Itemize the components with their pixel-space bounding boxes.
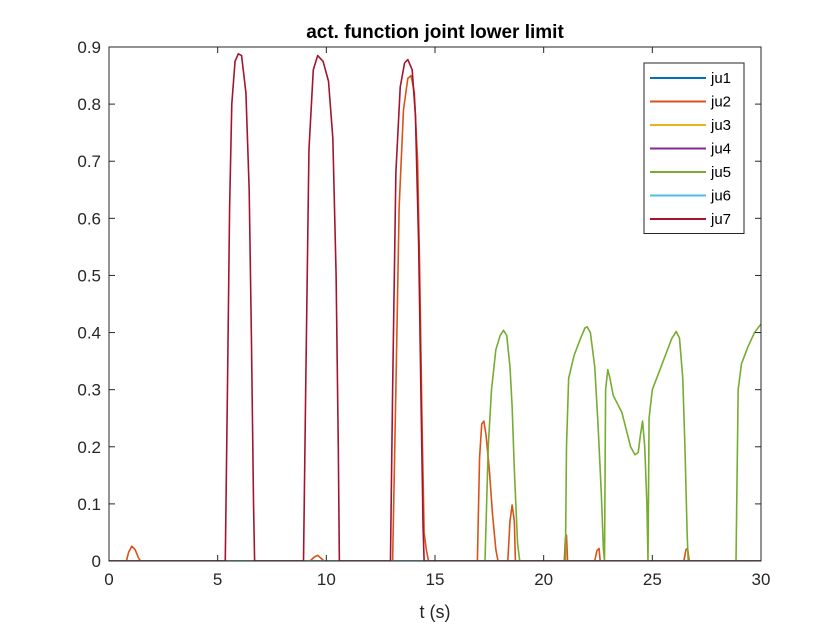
chart-title: act. function joint lower limit [306,22,564,43]
y-tick-label: 0.3 [77,381,101,400]
legend-label-ju3: ju3 [710,117,731,134]
x-tick-label: 0 [104,570,113,589]
x-tick-label: 5 [213,570,222,589]
y-tick-label: 0 [92,552,101,571]
legend-label-ju5: ju5 [710,164,731,181]
legend: ju1 ju2 ju3 ju4 ju5 ju6 ju7 [643,62,745,234]
y-tick-label: 0.7 [77,152,101,171]
legend-label-ju7: ju7 [710,211,731,228]
y-tick-label: 0.5 [77,266,101,285]
y-tick-label: 0.9 [77,38,101,57]
y-tick-label: 0.4 [77,324,101,343]
legend-label-ju2: ju2 [710,94,731,111]
legend-label-ju1: ju1 [710,70,731,87]
y-tick-label: 0.6 [77,209,101,228]
x-tick-label: 10 [317,570,336,589]
legend-label-ju6: ju6 [710,188,731,205]
series-line-ju7 [109,53,761,562]
series-line-ju5 [109,323,761,562]
y-tick-label: 0.2 [77,438,101,457]
y-tick-label: 0.8 [77,95,101,114]
y-tick-label: 0.1 [77,495,101,514]
x-tick-label: 20 [534,570,553,589]
x-tick-label: 25 [643,570,662,589]
x-axis-label: t (s) [420,602,451,622]
legend-label-ju4: ju4 [710,141,731,158]
x-tick-label: 30 [752,570,771,589]
x-tick-label: 15 [426,570,445,589]
